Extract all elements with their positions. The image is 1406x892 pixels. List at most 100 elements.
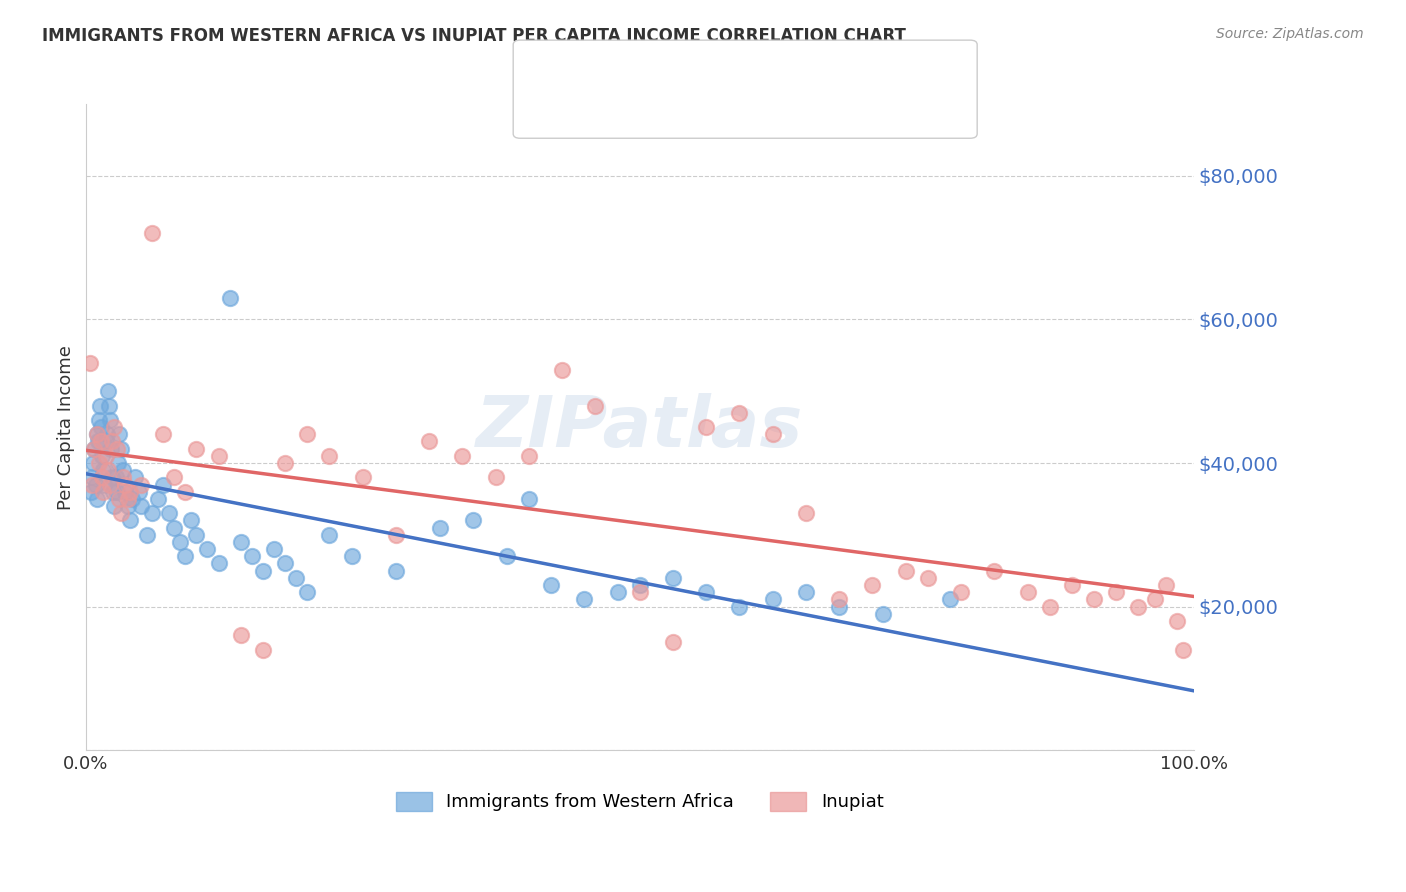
Point [762,592,785,607]
Text: 62: 62 [731,105,756,123]
Point [252,564,274,578]
Point [124,470,146,484]
Point [94,449,117,463]
Point [84,477,107,491]
Point [429,520,451,534]
Point [82,470,104,484]
Point [112,470,135,484]
Point [87,434,110,449]
Point [463,513,485,527]
Point [121,491,143,506]
Text: R =: R = [541,69,581,87]
Point [152,427,174,442]
Point [128,484,150,499]
Point [105,484,128,499]
Point [274,456,297,470]
Point [229,535,252,549]
Point [240,549,263,564]
Point [129,477,152,491]
Point [950,585,973,599]
Point [340,549,363,564]
Point [983,564,1005,578]
Point [1154,578,1177,592]
Text: 75: 75 [731,69,756,87]
Point [540,578,562,592]
Point [1017,585,1039,599]
Point [252,642,274,657]
Point [118,484,141,499]
Point [695,585,717,599]
Point [352,470,374,484]
Text: N =: N = [682,105,721,123]
Point [79,355,101,369]
Point [1039,599,1062,614]
Point [103,484,125,499]
Point [90,434,112,449]
Point [135,528,157,542]
Point [517,491,540,506]
Point [1166,614,1188,628]
Point [574,592,596,607]
Point [1105,585,1128,599]
Point [96,427,118,442]
Point [163,470,186,484]
Point [107,456,129,470]
Point [118,513,141,527]
Point [141,506,163,520]
Point [86,491,108,506]
Point [385,564,408,578]
Point [110,442,132,456]
Point [174,484,197,499]
Point [98,477,121,491]
Point [939,592,962,607]
Point [98,413,121,427]
Point [141,227,163,241]
Point [180,513,202,527]
Point [82,477,104,491]
Point [628,585,651,599]
Point [828,592,851,607]
Text: ZIPatlas: ZIPatlas [477,392,803,462]
Point [894,564,917,578]
Point [451,449,474,463]
Point [485,470,508,484]
Point [318,449,340,463]
Point [1143,592,1166,607]
Point [90,420,112,434]
Text: N =: N = [682,69,721,87]
Point [89,399,111,413]
Point [872,607,894,621]
Point [695,420,717,434]
Text: Source: ZipAtlas.com: Source: ZipAtlas.com [1216,27,1364,41]
Point [762,427,785,442]
Point [103,499,125,513]
Point [94,434,117,449]
Point [86,427,108,442]
Point [86,427,108,442]
Point [662,635,685,649]
Point [105,442,128,456]
Point [229,628,252,642]
Point [583,399,606,413]
Point [101,434,124,449]
Point [274,557,297,571]
Text: IMMIGRANTS FROM WESTERN AFRICA VS INUPIAT PER CAPITA INCOME CORRELATION CHART: IMMIGRANTS FROM WESTERN AFRICA VS INUPIA… [42,27,905,45]
Y-axis label: Per Capita Income: Per Capita Income [58,344,75,509]
Point [97,384,120,399]
Text: -0.568: -0.568 [598,105,662,123]
Point [385,528,408,542]
Text: R =: R = [541,105,581,123]
Point [108,491,131,506]
Point [108,427,131,442]
Point [207,449,229,463]
Point [163,520,186,534]
Point [174,549,197,564]
Point [197,542,219,557]
Point [495,549,517,564]
Point [1083,592,1105,607]
Point [860,578,883,592]
Point [117,499,139,513]
Point [263,542,285,557]
Point [83,442,105,456]
Point [103,420,125,434]
